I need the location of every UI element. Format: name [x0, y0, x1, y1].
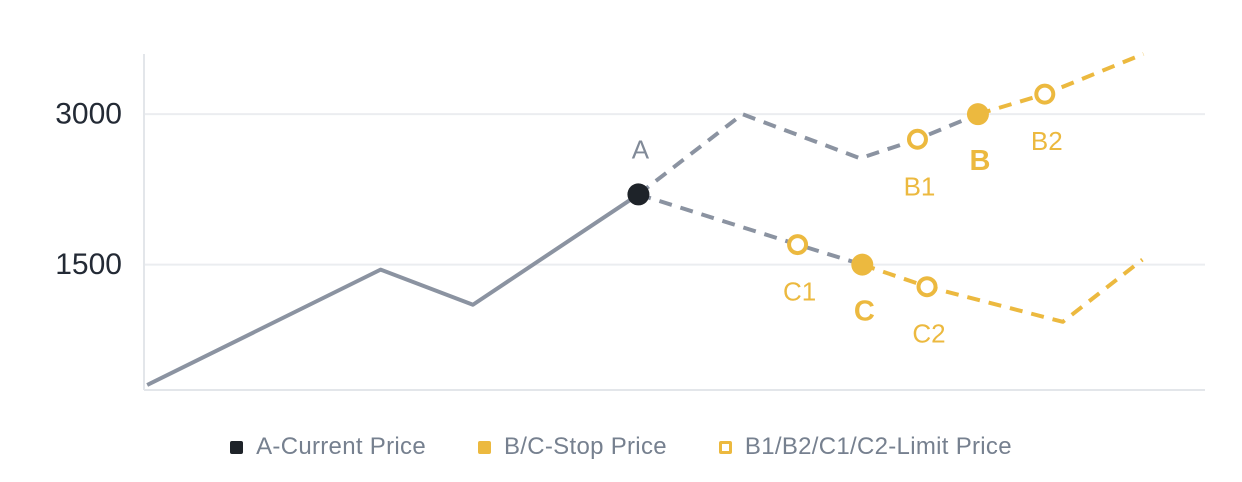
marker-label-c2: C2 — [912, 319, 945, 349]
series-price-history — [146, 192, 640, 387]
legend-swatch-filled-dark-icon — [230, 440, 244, 454]
legend-swatch-filled-yellow-icon — [477, 440, 491, 454]
marker-label-b1: B1 — [904, 171, 936, 201]
series-after-stop-C-triggered — [861, 258, 1144, 324]
legend-swatch-open-yellow-icon — [718, 440, 732, 454]
marker-label-a: A — [632, 134, 650, 164]
series-after-stop-B-triggered — [977, 52, 1145, 117]
y-tick-label-1500: 1500 — [55, 248, 122, 281]
legend-label: A-Current Price — [256, 433, 426, 460]
legend-label: B1/B2/C1/C2-Limit Price — [744, 433, 1012, 460]
legend-item-b1-b2-c1-c2-limit-price: B1/B2/C1/C2-Limit Price — [718, 433, 1012, 460]
marker-c1-limit-circle — [787, 234, 809, 256]
legend-label: B/C-Stop Price — [503, 433, 667, 460]
marker-b-dot — [966, 103, 989, 126]
series-projected-rise-to-stop-B — [637, 112, 979, 197]
marker-label-b2: B2 — [1031, 126, 1063, 156]
marker-b1-limit-circle — [906, 128, 928, 150]
marker-b2-limit-circle — [1034, 83, 1056, 105]
marker-label-b: B — [969, 145, 990, 177]
marker-label-c1: C1 — [783, 277, 816, 307]
legend-item-a-current-price: A-Current Price — [230, 435, 426, 459]
y-tick-label-3000: 3000 — [55, 98, 122, 131]
chart-legend: A-Current Price B/C-Stop Price B1/B2/C1/C2… — [0, 431, 1242, 463]
marker-label-c: C — [854, 296, 875, 328]
legend-item-b-c-stop-price: B/C-Stop Price — [477, 433, 667, 460]
marker-c-dot — [851, 253, 874, 276]
series-projected-fall-to-stop-C — [637, 192, 863, 267]
marker-c2-limit-circle — [916, 276, 938, 298]
marker-a-dot — [627, 183, 650, 206]
